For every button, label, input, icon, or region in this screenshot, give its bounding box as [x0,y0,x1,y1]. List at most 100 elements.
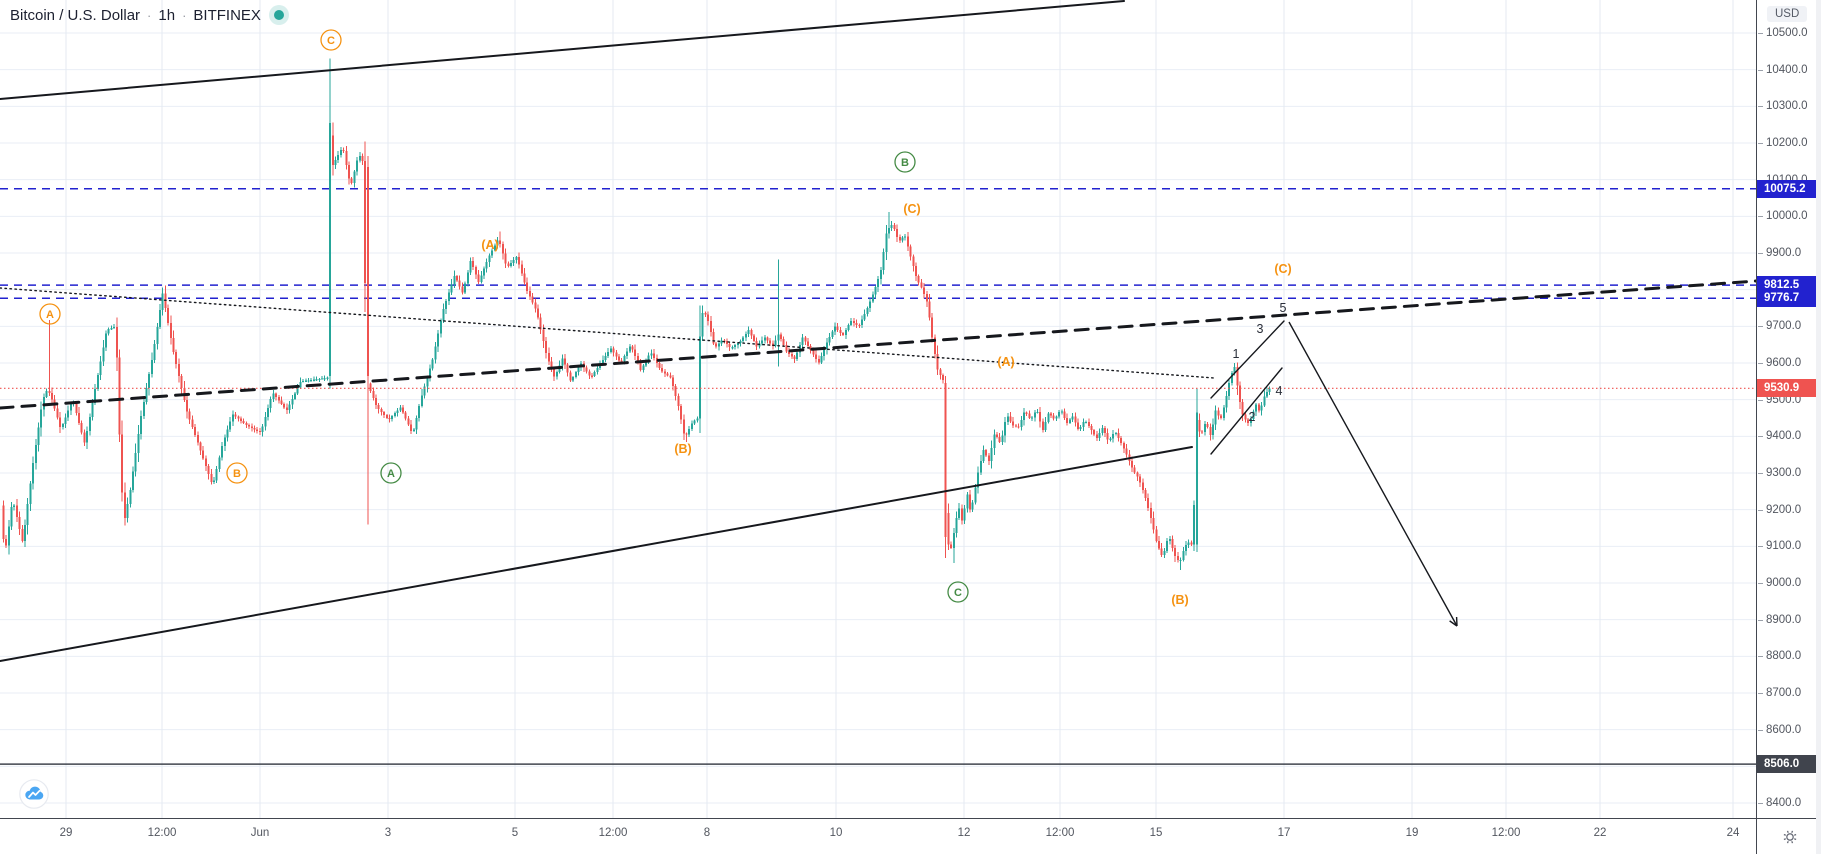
candle [944,383,947,538]
candle [974,487,977,503]
candle [561,358,564,366]
wave-label[interactable]: B [233,468,241,480]
candle [337,154,340,160]
wave-label-circle[interactable] [226,462,248,484]
candle [1217,410,1220,416]
candle [210,473,213,482]
candle [80,422,83,433]
market-status-icon[interactable] [268,4,290,26]
wave-label[interactable]: 4 [1276,384,1283,398]
candle [1025,412,1028,414]
candle [960,508,963,521]
time-axis-settings[interactable] [1756,818,1821,854]
candle [542,329,545,342]
candle [688,428,691,435]
candle [1085,421,1088,424]
symbol-legend[interactable]: Bitcoin / U.S. Dollar · 1h · BITFINEX [10,4,290,26]
candle [1112,433,1115,439]
candle [666,373,669,376]
lower-wedge-line[interactable] [0,446,1193,662]
candle [1060,411,1063,413]
last-price-label: 9530.9 [1757,379,1819,398]
candle [939,369,942,376]
wave-label[interactable]: 5 [1280,301,1287,315]
candle [142,401,145,416]
wave-label[interactable]: A [46,309,54,321]
candle [272,393,275,400]
projection-arrowhead [1449,620,1458,627]
declining-dotted-line[interactable] [0,287,1215,379]
candle [391,416,394,419]
wave-label[interactable]: (C) [903,202,920,216]
upper-wedge-line[interactable] [0,0,1125,100]
candle [1055,416,1058,419]
currency-button[interactable]: USD [1767,6,1808,22]
candle [480,275,483,283]
candle [788,351,791,355]
wave-label-circle[interactable] [39,303,61,325]
candle [1020,420,1023,428]
candle [115,326,118,358]
wave-label[interactable]: (B) [674,442,691,456]
candle [658,363,661,369]
candle [690,423,693,429]
candle [793,356,796,360]
wave-label[interactable]: (B) [1171,593,1188,607]
candle [1022,412,1025,421]
mini-channel-upper[interactable] [1210,320,1285,399]
candle [388,417,391,420]
candle [528,290,531,297]
candle [229,421,232,430]
wave-label[interactable]: (A) [997,355,1014,369]
candle [380,409,383,413]
candle [91,403,94,418]
candle [1133,467,1136,473]
candle [396,410,399,414]
resistance-dashed-line[interactable] [0,279,1756,410]
tradingview-logo-button[interactable] [19,779,49,809]
candle [156,326,159,344]
candle [731,347,734,349]
candle [879,269,882,279]
mini-channel-lower[interactable] [1210,367,1283,455]
candle [577,367,580,372]
candle [472,261,475,268]
wave-label[interactable]: C [327,35,335,47]
wave-label[interactable]: C [954,587,962,599]
candle [917,276,920,283]
wave-label[interactable]: 3 [1257,322,1264,336]
price-axis[interactable]: USD 10500.010400.010300.010200.010100.01… [1756,0,1821,818]
candle [364,160,367,284]
chart-canvas[interactable]: C A B A B C (A) (B) (C) (A) (B) (C) 1 2 3 4 5 [0,0,1756,818]
wave-label[interactable]: 2 [1249,410,1256,424]
candle [488,255,491,262]
wave-label[interactable]: A [387,468,395,480]
wave-label[interactable]: (C) [1274,262,1291,276]
candle [99,361,102,376]
candle [1244,414,1247,420]
candle [866,308,869,314]
projection-arrow[interactable] [1288,321,1458,627]
candle [855,323,858,325]
time-axis[interactable]: 29 12:00 Jun 3 5 12:00 8 10 12 12:00 15 17 19 12:00 22… [0,818,1756,854]
candle [539,317,542,330]
wave-label-circle[interactable] [320,29,342,51]
candle [631,346,634,350]
candle [275,393,278,397]
wave-label[interactable]: 1 [1233,347,1240,361]
candle [466,272,469,284]
price-tick-label: 9600.0 [1757,357,1802,369]
wave-label-circle[interactable] [894,151,916,173]
wave-label-circle[interactable] [947,581,969,603]
candle [936,353,939,370]
wave-label[interactable]: B [901,157,909,169]
candle [1079,427,1082,430]
candle [1249,419,1252,423]
price-tick-label: 8800.0 [1757,650,1802,663]
candle [358,156,361,161]
candle [102,347,105,362]
wave-label-circle[interactable] [380,462,402,484]
candle [312,379,315,381]
wave-label[interactable]: (A) [481,238,498,252]
candle [447,292,450,301]
